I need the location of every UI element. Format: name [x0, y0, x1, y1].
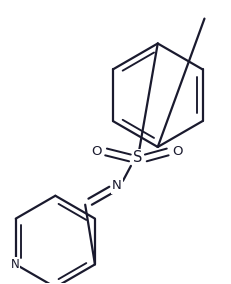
Text: N: N [112, 179, 122, 192]
Text: O: O [172, 145, 183, 158]
Text: O: O [91, 145, 101, 158]
Text: N: N [10, 258, 19, 271]
Text: S: S [133, 151, 143, 165]
